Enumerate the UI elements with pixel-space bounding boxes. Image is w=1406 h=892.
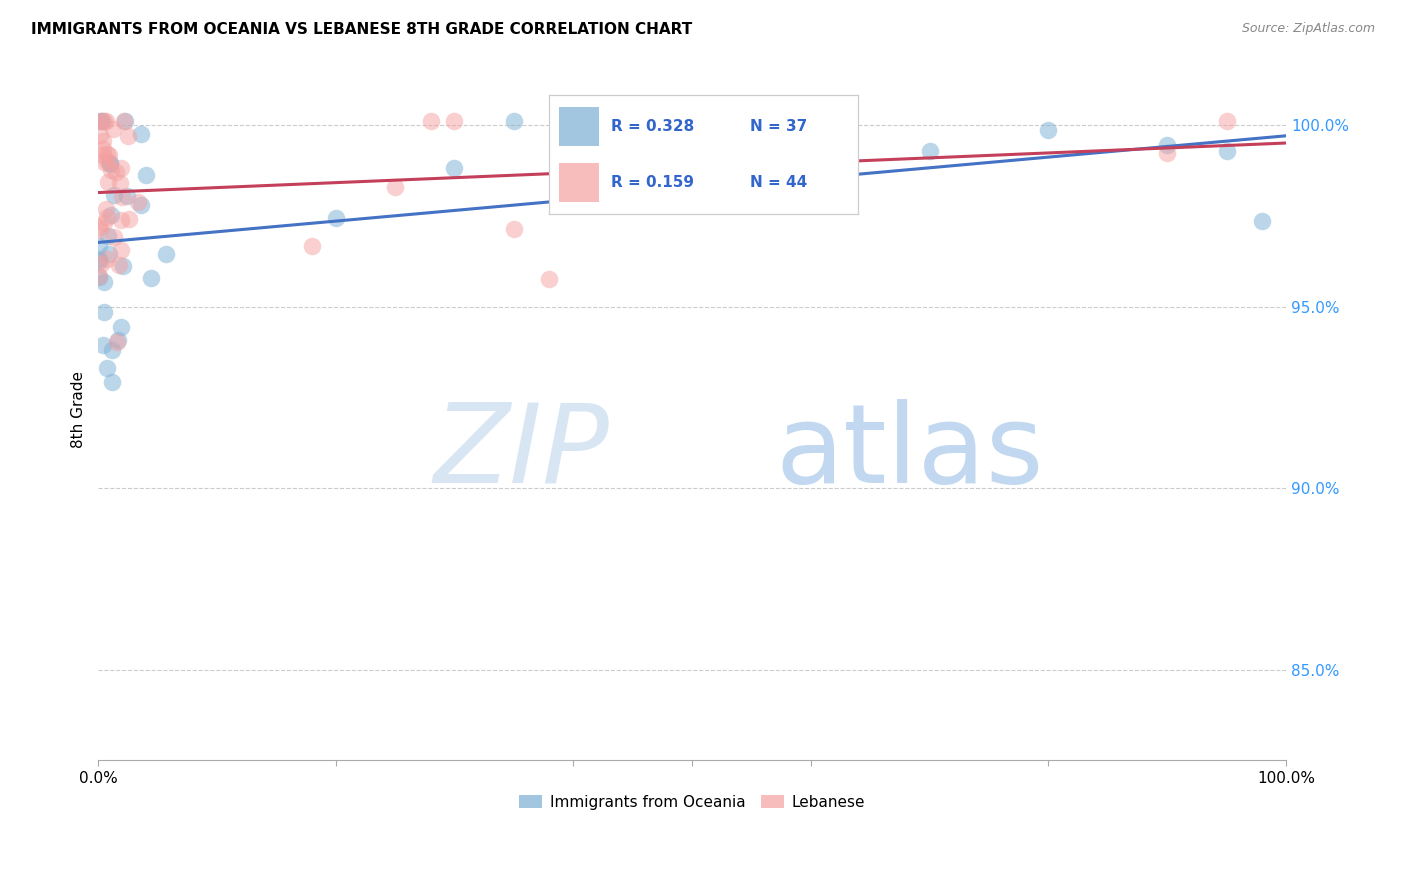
Point xyxy=(93,216,115,230)
Point xyxy=(103,122,125,136)
Point xyxy=(111,190,134,204)
Point xyxy=(108,177,131,191)
Point xyxy=(111,259,134,273)
Point xyxy=(97,147,120,161)
Point xyxy=(89,270,111,285)
Point xyxy=(100,208,122,222)
Point xyxy=(443,114,465,128)
Point xyxy=(96,147,118,161)
Point xyxy=(110,161,132,175)
Point xyxy=(89,252,111,266)
Point xyxy=(384,180,406,194)
Point xyxy=(586,114,609,128)
Point xyxy=(135,168,157,182)
Point xyxy=(110,213,132,227)
Point xyxy=(301,239,323,253)
Point xyxy=(105,164,128,178)
Point xyxy=(502,114,524,128)
Point xyxy=(91,338,114,352)
Point xyxy=(103,188,125,202)
Point xyxy=(93,114,115,128)
Point xyxy=(918,144,941,158)
Point xyxy=(105,335,128,350)
Point xyxy=(141,271,163,285)
Point xyxy=(91,143,114,157)
Point xyxy=(96,154,118,169)
Point xyxy=(101,375,124,389)
Point xyxy=(538,272,561,286)
Legend: Immigrants from Oceania, Lebanese: Immigrants from Oceania, Lebanese xyxy=(513,789,870,816)
Point xyxy=(93,305,115,319)
Point xyxy=(90,257,112,271)
Point xyxy=(96,175,118,189)
Point xyxy=(89,223,111,237)
Point xyxy=(117,128,139,143)
Point xyxy=(89,128,111,142)
Point xyxy=(1156,145,1178,160)
Point xyxy=(443,161,465,176)
Point xyxy=(96,252,118,266)
Point xyxy=(1251,214,1274,228)
Point xyxy=(129,198,152,212)
Point xyxy=(94,202,117,216)
Point xyxy=(110,243,132,257)
Point xyxy=(129,128,152,142)
Point xyxy=(118,212,141,227)
Point xyxy=(108,258,131,272)
Point xyxy=(93,154,115,169)
Point xyxy=(1215,144,1237,158)
Text: ZIP: ZIP xyxy=(433,399,609,506)
Point xyxy=(325,211,347,226)
Point xyxy=(1038,123,1060,137)
Point xyxy=(100,163,122,178)
Point xyxy=(1156,137,1178,152)
Point xyxy=(107,333,129,347)
Point xyxy=(562,168,585,182)
Text: atlas: atlas xyxy=(775,399,1043,506)
Point xyxy=(419,114,441,128)
Point xyxy=(1215,114,1237,128)
Point xyxy=(91,114,114,128)
Point xyxy=(127,195,149,210)
Point xyxy=(89,254,111,268)
Point xyxy=(502,221,524,235)
Point xyxy=(89,238,111,252)
Point xyxy=(103,229,125,244)
Point xyxy=(115,189,138,203)
Point xyxy=(114,114,136,128)
Point xyxy=(110,319,132,334)
Point xyxy=(155,247,177,261)
Point xyxy=(90,114,112,128)
Point xyxy=(93,275,115,289)
Point xyxy=(91,148,114,162)
Point xyxy=(100,155,122,169)
Point xyxy=(89,268,111,283)
Point xyxy=(97,247,120,261)
Point xyxy=(101,343,124,358)
Point xyxy=(100,157,122,171)
Text: IMMIGRANTS FROM OCEANIA VS LEBANESE 8TH GRADE CORRELATION CHART: IMMIGRANTS FROM OCEANIA VS LEBANESE 8TH … xyxy=(31,22,692,37)
Point xyxy=(91,134,114,148)
Point xyxy=(96,210,118,224)
Text: Source: ZipAtlas.com: Source: ZipAtlas.com xyxy=(1241,22,1375,36)
Y-axis label: 8th Grade: 8th Grade xyxy=(72,371,86,449)
Point xyxy=(96,361,118,376)
Point xyxy=(112,114,135,128)
Point xyxy=(89,219,111,234)
Point xyxy=(94,114,117,128)
Point xyxy=(89,114,111,128)
Point xyxy=(97,228,120,243)
